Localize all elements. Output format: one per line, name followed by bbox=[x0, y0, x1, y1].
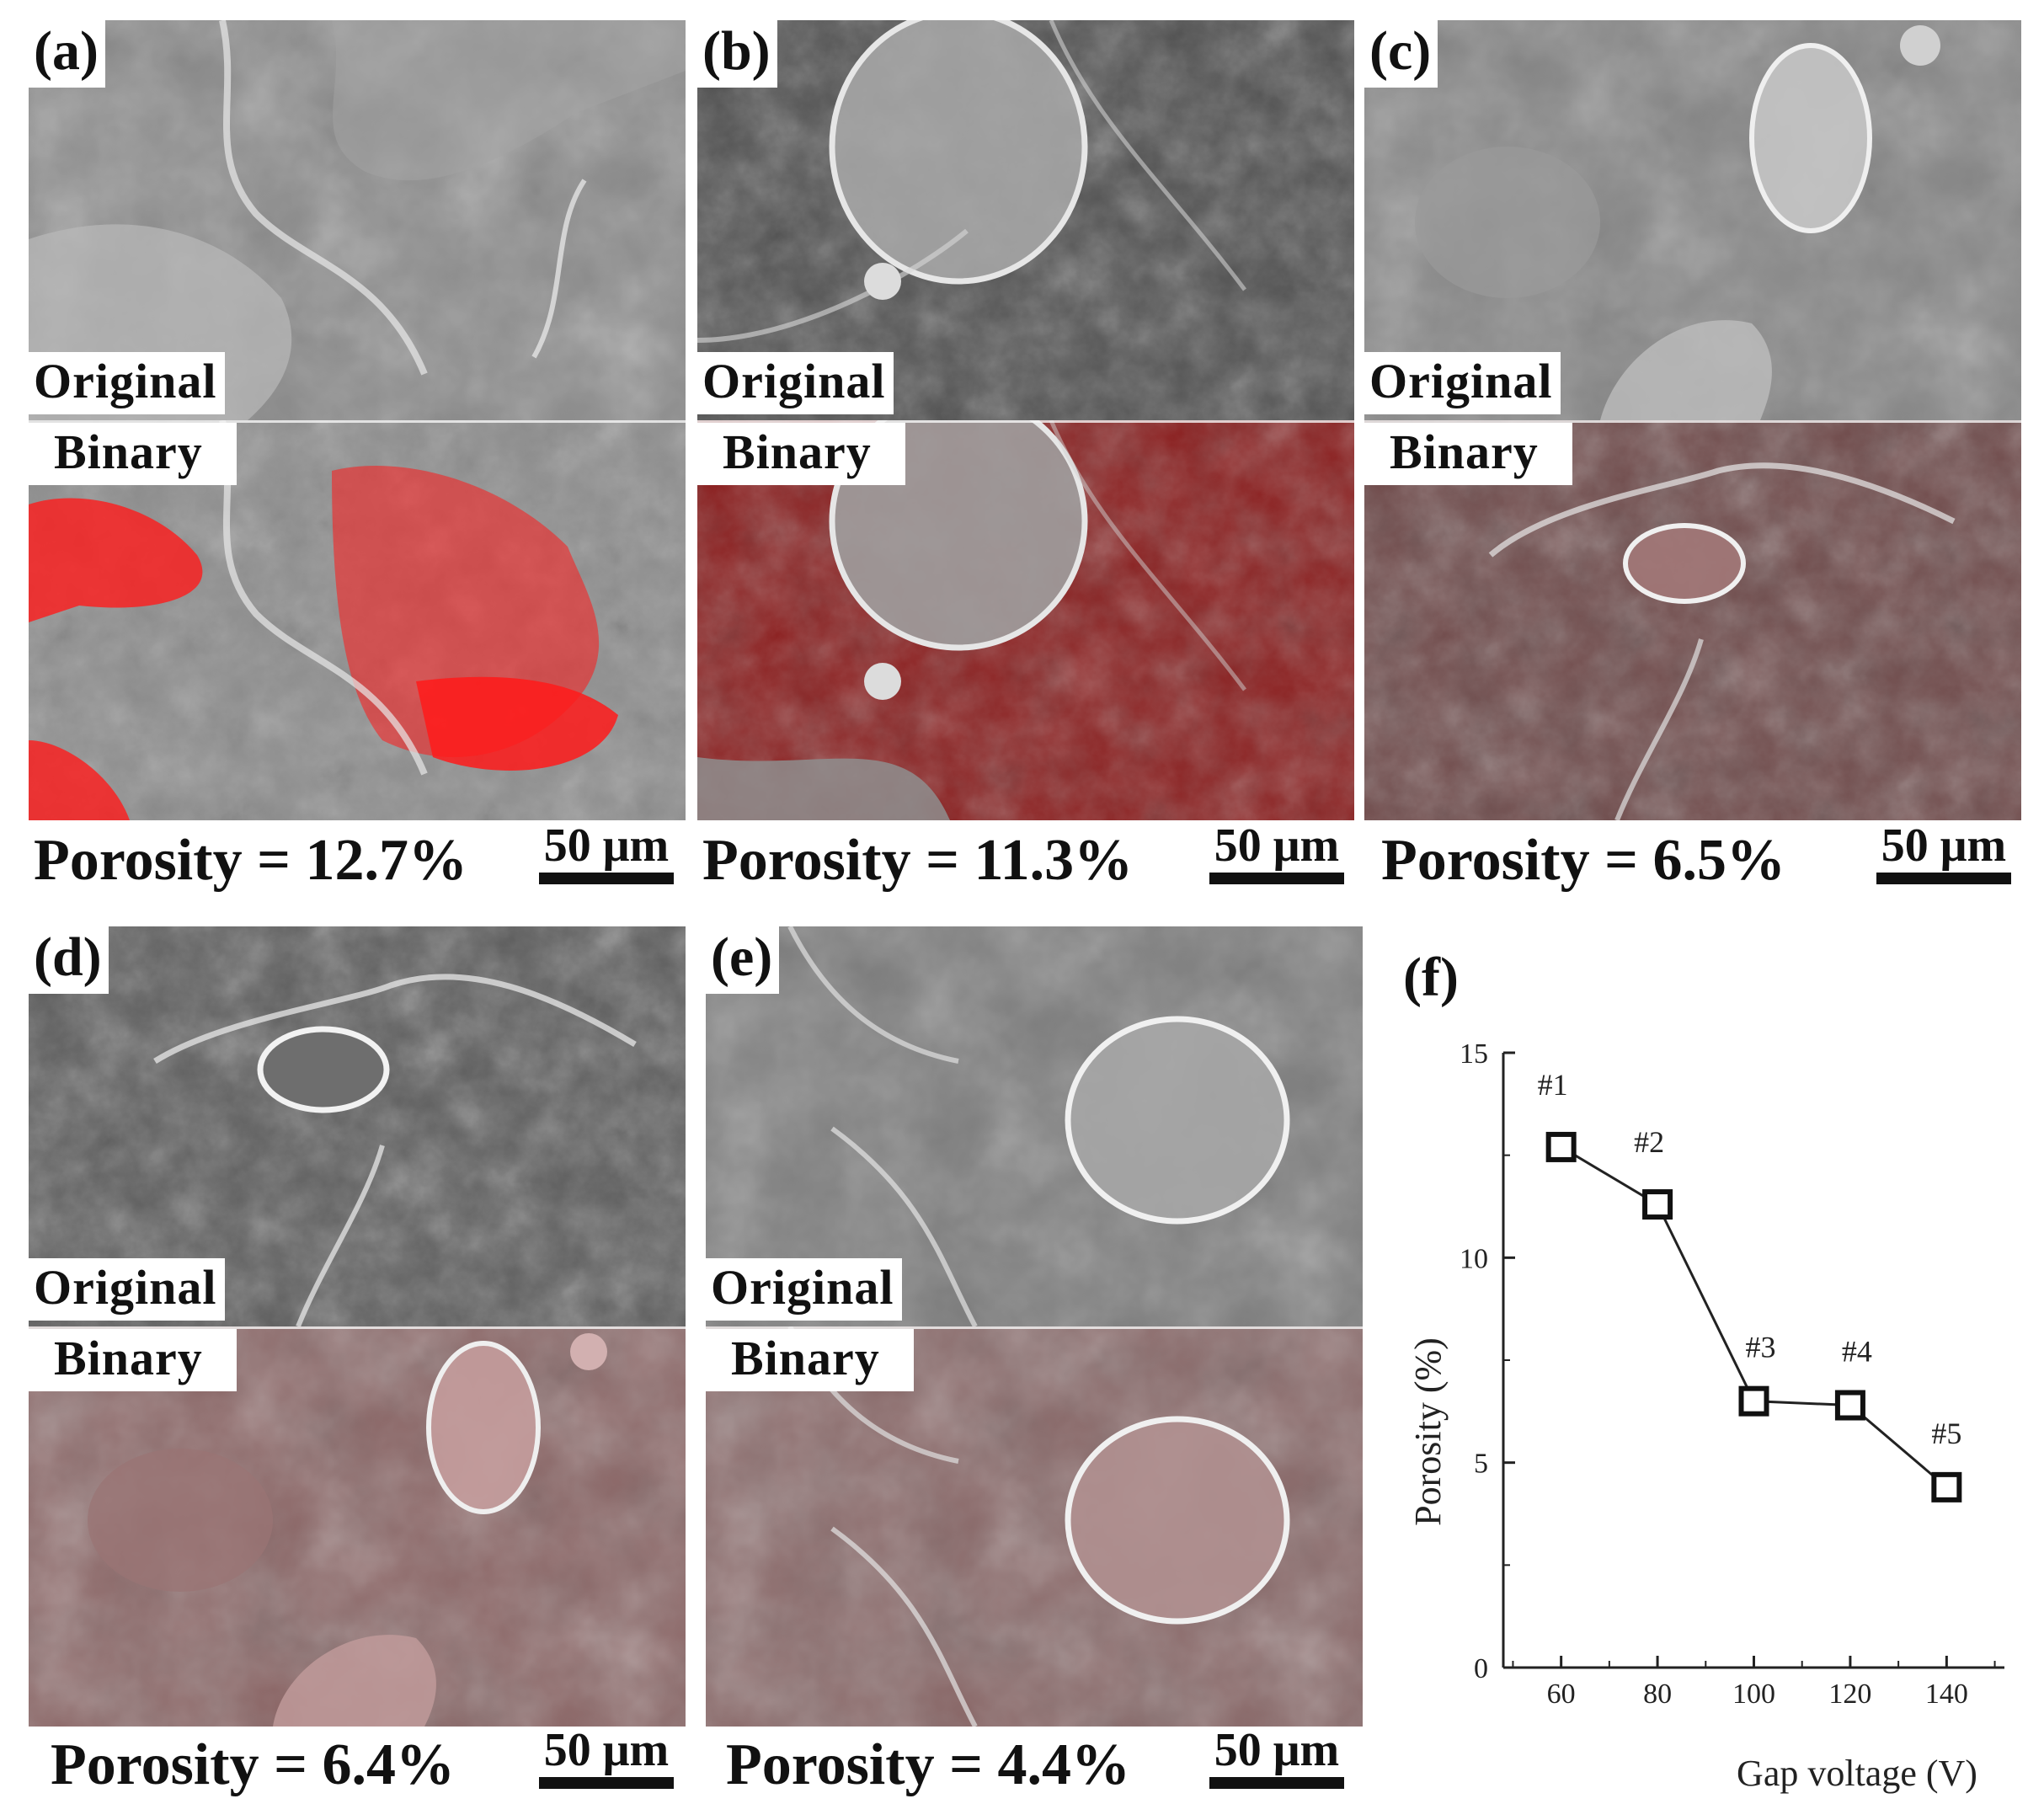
porosity-caption-a: Porosity = 12.7% bbox=[34, 828, 467, 893]
data-point-2 bbox=[1642, 1189, 1673, 1220]
chart-series: #1 #2 #3 #4 #5 bbox=[1538, 1068, 1962, 1502]
scale-bar-line-d bbox=[539, 1777, 674, 1789]
sem-original-d bbox=[29, 926, 686, 1328]
x-tick-label-80: 80 bbox=[1643, 1679, 1672, 1710]
binary-label-c: Binary bbox=[1364, 423, 1572, 485]
scale-bar-line-c bbox=[1876, 873, 2011, 884]
sem-binary-d bbox=[29, 1326, 686, 1727]
scale-bar-label-b: 50 μm bbox=[1214, 819, 1340, 872]
chart-axes: 0 5 10 15 60 80 100 120 140 bbox=[1460, 1038, 2004, 1710]
y-tick-label-10: 10 bbox=[1460, 1243, 1488, 1274]
binary-label-a: Binary bbox=[29, 423, 237, 485]
x-tick-label-100: 100 bbox=[1732, 1679, 1775, 1710]
x-tick-label-140: 140 bbox=[1925, 1679, 1968, 1710]
scale-bar-line-a bbox=[539, 873, 674, 884]
porosity-caption-c: Porosity = 6.5% bbox=[1381, 828, 1785, 893]
scale-bar-line-e bbox=[1209, 1777, 1344, 1789]
scale-bar-line-b bbox=[1209, 873, 1344, 884]
sem-image-a bbox=[29, 20, 686, 820]
original-label-a: Original bbox=[29, 352, 226, 414]
point-label-1: #1 bbox=[1538, 1068, 1568, 1102]
point-label-5: #5 bbox=[1931, 1417, 1961, 1450]
sem-image-d bbox=[29, 926, 686, 1727]
x-axis-label: Gap voltage (V) bbox=[1737, 1753, 1977, 1794]
panel-letter-f: (f) bbox=[1398, 947, 1465, 1014]
data-point-4 bbox=[1834, 1390, 1865, 1421]
sem-binary-c bbox=[1364, 420, 2021, 820]
original-label-e: Original bbox=[706, 1258, 903, 1321]
scale-bar-label-d: 50 μm bbox=[543, 1724, 670, 1776]
binary-label-e: Binary bbox=[706, 1329, 914, 1391]
porosity-caption-e: Porosity = 4.4% bbox=[726, 1732, 1130, 1797]
original-label-d: Original bbox=[29, 1258, 226, 1321]
sem-original-a bbox=[29, 20, 686, 420]
y-tick-label-15: 15 bbox=[1460, 1038, 1488, 1070]
point-label-3: #3 bbox=[1746, 1331, 1776, 1364]
y-tick-label-5: 5 bbox=[1474, 1449, 1488, 1480]
sem-binary-b bbox=[697, 392, 1354, 820]
sem-image-c bbox=[1364, 20, 2021, 820]
scale-bar-label-e: 50 μm bbox=[1214, 1724, 1340, 1776]
data-point-5 bbox=[1931, 1471, 1962, 1502]
scale-bar-label-c: 50 μm bbox=[1881, 819, 2007, 872]
porosity-vs-gap-voltage-chart: 0 5 10 15 60 80 100 120 140 #1 #2 #3 #4 #5 Gap volta… bbox=[1407, 1038, 2004, 1794]
point-label-2: #2 bbox=[1634, 1125, 1664, 1159]
sem-image-b bbox=[697, 20, 1354, 820]
sem-image-e bbox=[706, 926, 1363, 1727]
panel-letter-e: (e) bbox=[706, 926, 780, 994]
original-label-c: Original bbox=[1364, 352, 1561, 414]
series-line bbox=[1560, 1145, 1948, 1489]
porosity-caption-d: Porosity = 6.4% bbox=[51, 1732, 455, 1797]
x-tick-label-120: 120 bbox=[1828, 1679, 1871, 1710]
sem-binary-e bbox=[706, 1325, 1363, 1727]
x-tick-label-60: 60 bbox=[1547, 1679, 1576, 1710]
data-point-1 bbox=[1545, 1131, 1577, 1162]
panel-letter-b: (b) bbox=[697, 20, 777, 88]
panel-letter-c: (c) bbox=[1364, 20, 1438, 88]
original-label-b: Original bbox=[697, 352, 894, 414]
scale-bar-label-a: 50 μm bbox=[543, 819, 670, 872]
point-label-4: #4 bbox=[1842, 1335, 1872, 1369]
panel-letter-d: (d) bbox=[29, 926, 109, 994]
binary-label-b: Binary bbox=[697, 423, 905, 485]
binary-label-d: Binary bbox=[29, 1329, 237, 1391]
porosity-caption-b: Porosity = 11.3% bbox=[702, 828, 1134, 893]
panel-letter-a: (a) bbox=[29, 20, 105, 88]
y-tick-label-0: 0 bbox=[1474, 1653, 1488, 1684]
sem-original-e bbox=[706, 926, 1363, 1328]
y-axis-label: Porosity (%) bbox=[1407, 1337, 1449, 1526]
sem-binary-a bbox=[29, 419, 686, 820]
data-point-3 bbox=[1738, 1385, 1769, 1417]
